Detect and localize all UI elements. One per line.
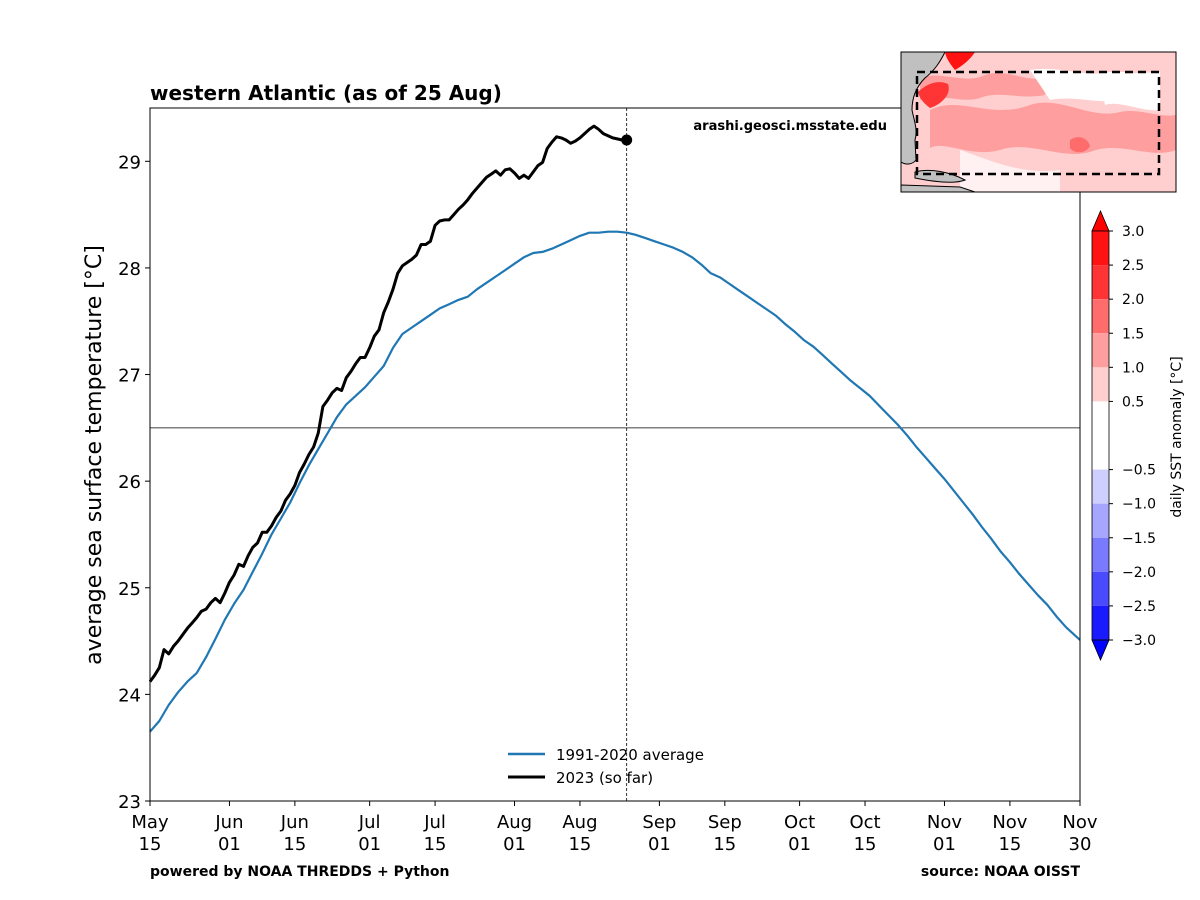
x-tick-label-month: May: [131, 812, 169, 833]
reference-lines: [150, 108, 1080, 801]
y-axis-ticks: 23 24 25 26 27 28 29: [118, 152, 150, 813]
y-tick-label: 23: [118, 792, 141, 813]
map-anomaly-patch-1: [930, 102, 1176, 154]
colorbar-level: [1092, 231, 1109, 266]
colorbar-levels: [1091, 209, 1110, 662]
colorbar-tick-label: 2.5: [1122, 258, 1144, 274]
x-tick-label-month: Aug: [562, 812, 597, 833]
map-land-north-america: [901, 52, 946, 165]
y-tick-label: 24: [118, 685, 141, 706]
x-tick-label-month: Oct: [784, 812, 815, 833]
x-tick-label-day: 15: [854, 834, 877, 855]
series-line-2023: [148, 124, 627, 683]
map-warm-coast: [918, 82, 949, 108]
x-tick-label-day: 01: [503, 834, 526, 855]
map-land-south: [901, 184, 976, 192]
colorbar-tick-label: −1.0: [1122, 497, 1156, 513]
map-warm-north: [945, 52, 975, 70]
colorbar-level: [1092, 299, 1109, 334]
legend-label-average: 1991-2020 average: [556, 746, 704, 764]
x-tick-label-month: Nov: [1062, 812, 1097, 833]
x-axis-ticks: May15Jun01Jun15Jul01Jul15Aug01Aug15Sep01…: [131, 801, 1098, 855]
inset-anomaly-map: [900, 51, 1177, 193]
colorbar-extend-low: [1091, 639, 1110, 662]
y-tick-label: 27: [118, 366, 141, 387]
map-warm-spot: [1070, 137, 1090, 153]
map-frame: [900, 51, 1177, 193]
footer-credit: powered by NOAA THREDDS + Python: [150, 864, 449, 880]
chart-title: western Atlantic (as of 25 Aug): [150, 81, 502, 105]
footer-source: source: NOAA OISST: [921, 864, 1081, 880]
x-tick-label-month: Sep: [642, 812, 676, 833]
x-tick-label-day: 01: [933, 834, 956, 855]
colorbar-level: [1092, 503, 1109, 538]
colorbar-tick-label: −3.0: [1122, 633, 1156, 649]
colorbar-tick-label: −2.5: [1122, 599, 1156, 615]
map-neutral-patch-3: [960, 150, 1060, 192]
colorbar-level: [1092, 265, 1109, 300]
colorbar-label: daily SST anomaly [°C]: [1169, 356, 1185, 517]
x-tick-label-month: Jun: [214, 812, 243, 833]
colorbar-tick-label: 0.5: [1122, 394, 1144, 410]
x-tick-label-month: Nov: [927, 812, 962, 833]
colorbar-tick-label: 3.0: [1122, 224, 1144, 240]
colorbar-tick-label: −2.0: [1122, 565, 1156, 581]
colorbar: 3.0 2.5 2.0 1.5 1.0 0.5 −0.5 −1.0 −1.5 −2.0 −2.5 −3…: [1091, 209, 1185, 662]
plot-frame: [149, 107, 1081, 802]
series-line-average: [149, 230, 1081, 733]
colorbar-tick-label: −0.5: [1122, 463, 1156, 479]
x-tick-label-day: 01: [358, 834, 381, 855]
map-neutral-patch-2: [1100, 72, 1160, 111]
x-tick-label-month: Oct: [849, 812, 880, 833]
x-tick-label-day: 30: [1069, 834, 1092, 855]
x-tick-label-day: 15: [424, 834, 447, 855]
x-tick-label-month: Aug: [497, 812, 532, 833]
colorbar-level: [1092, 571, 1109, 606]
x-tick-label-month: Nov: [992, 812, 1027, 833]
series-lines: [148, 124, 1081, 733]
map-anomaly-patch-2: [920, 73, 1045, 100]
x-tick-label-day: 01: [788, 834, 811, 855]
y-tick-label: 25: [118, 579, 141, 600]
x-tick-label-day: 01: [218, 834, 241, 855]
colorbar-frame: [1091, 230, 1110, 641]
map-region-box: [915, 70, 1161, 176]
x-tick-label-month: Jun: [280, 812, 309, 833]
x-tick-label-month: Sep: [708, 812, 742, 833]
x-tick-label-month: Jul: [423, 812, 446, 833]
colorbar-level: [1092, 537, 1109, 572]
colorbar-tick-label: −1.5: [1122, 531, 1156, 547]
y-axis-label: average sea surface temperature [°C]: [82, 245, 107, 665]
series-end-marker: [621, 134, 633, 146]
colorbar-tick-label: 1.0: [1122, 360, 1144, 376]
x-tick-label-day: 15: [283, 834, 306, 855]
legend-label-2023: 2023 (so far): [556, 769, 653, 787]
plot-background: [150, 108, 1080, 801]
y-tick-label: 28: [118, 259, 141, 280]
legend: 1991-2020 average 2023 (so far): [508, 746, 704, 787]
y-tick-label: 29: [118, 152, 141, 173]
colorbar-tick-label: 1.5: [1122, 326, 1144, 342]
colorbar-level: [1092, 333, 1109, 368]
x-tick-label-day: 15: [139, 834, 162, 855]
colorbar-level: [1092, 605, 1109, 640]
colorbar-extend-high: [1091, 209, 1110, 232]
colorbar-tick-label: 2.0: [1122, 292, 1144, 308]
colorbar-ticks: 3.0 2.5 2.0 1.5 1.0 0.5 −0.5 −1.0 −1.5 −2.0 −2.5 −3…: [1109, 224, 1156, 649]
watermark-text: arashi.geosci.msstate.edu: [693, 119, 887, 134]
x-tick-label-month: Jul: [358, 812, 381, 833]
colorbar-level: [1092, 401, 1109, 470]
x-tick-label-day: 15: [713, 834, 736, 855]
y-tick-label: 26: [118, 472, 141, 493]
x-tick-label-day: 15: [998, 834, 1021, 855]
x-tick-label-day: 01: [648, 834, 671, 855]
colorbar-level: [1092, 469, 1109, 504]
x-tick-label-day: 15: [568, 834, 591, 855]
colorbar-level: [1092, 367, 1109, 402]
